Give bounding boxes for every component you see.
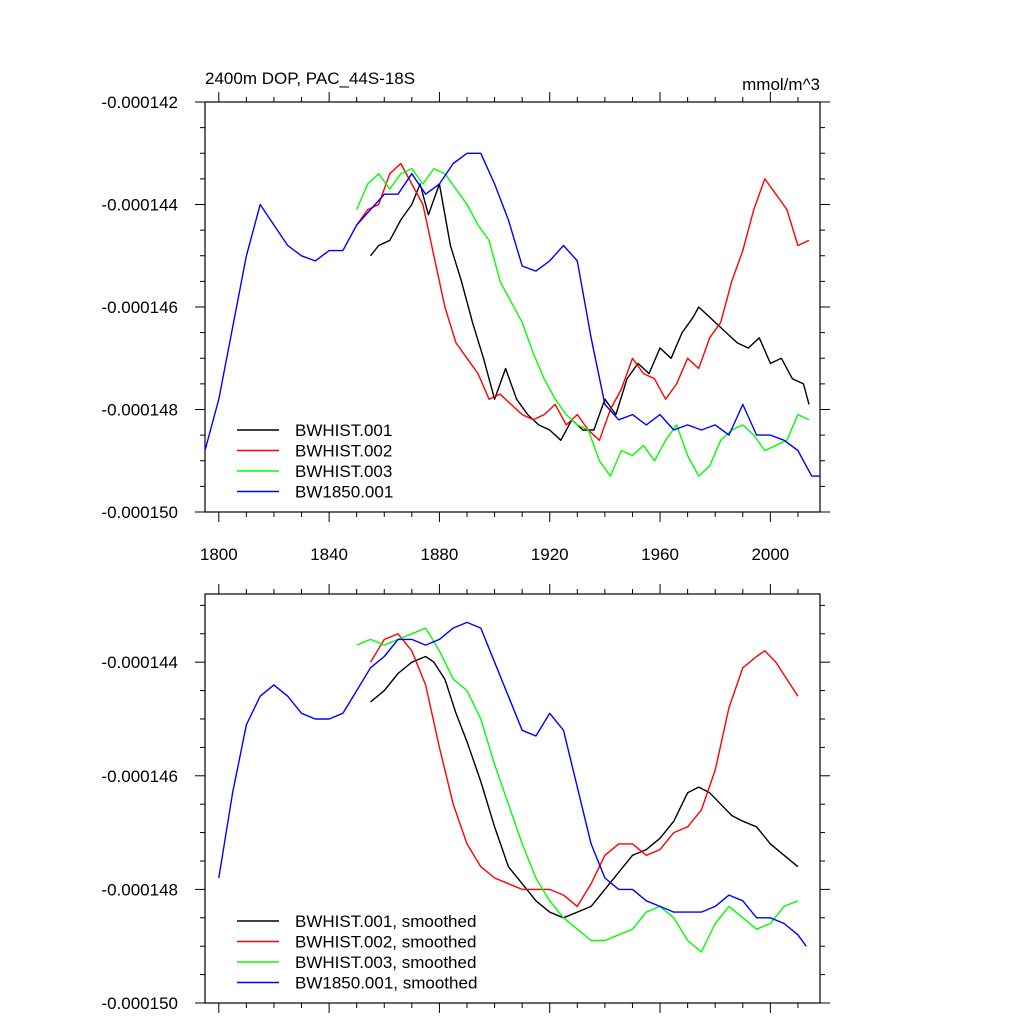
panel-1-y-tick-label: -0.000142 [101,93,178,112]
panel-2-series-line-3 [356,627,799,953]
panel-1-legend-label-2: BWHIST.002 [295,442,392,461]
panel-2-legend-label-1: BWHIST.001, smoothed [295,912,476,931]
panel-2-y-tick-label: -0.000150 [101,994,178,1013]
panel-1-y-tick-label: -0.000150 [101,503,178,522]
panel-2-series-line-4 [218,621,807,947]
panel-1-x-tick-label: 1840 [310,545,348,564]
panel-2-legend-label-4: BW1850.001, smoothed [295,974,477,993]
panel-1-y-tick-label: -0.000144 [101,196,178,215]
panel-1-x-tick-label: 1880 [421,545,459,564]
panel-2-series-line-1 [370,655,799,919]
panel-1-chart-title: 2400m DOP, PAC_44S-18S [205,69,415,88]
panel-1-x-tick-label: 2000 [751,545,789,564]
panel-1-series-line-1 [369,183,810,441]
panel-1-series-line-3 [356,167,810,477]
panel-2-y-tick-label: -0.000148 [101,880,178,899]
panel-1-y-tick-label: -0.000148 [101,401,178,420]
panel-2-plot-frame [204,593,821,1004]
panel-2-y-tick-label: -0.000144 [101,653,178,672]
panel-2-series-line-2 [369,633,799,908]
panel-1-legend-label-4: BW1850.001 [295,483,393,502]
panel-2-y-tick-label: -0.000146 [101,767,178,786]
panel-1-series-line-2 [356,162,810,441]
panel-1-x-tick-label: 1800 [200,545,238,564]
panel-1-x-tick-label: 1920 [531,545,569,564]
panel-1-legend-label-3: BWHIST.003 [295,462,392,481]
panel-1-chart-units: mmol/m^3 [742,75,820,94]
panel-1-x-tick-label: 1960 [641,545,679,564]
panel-1-legend-label-1: BWHIST.001 [295,421,392,440]
panel-1-series-line-4 [204,152,820,477]
panel-2-legend-label-2: BWHIST.002, smoothed [295,933,476,952]
panel-1-y-tick-label: -0.000146 [101,298,178,317]
panel-2-legend-label-3: BWHIST.003, smoothed [295,953,476,972]
